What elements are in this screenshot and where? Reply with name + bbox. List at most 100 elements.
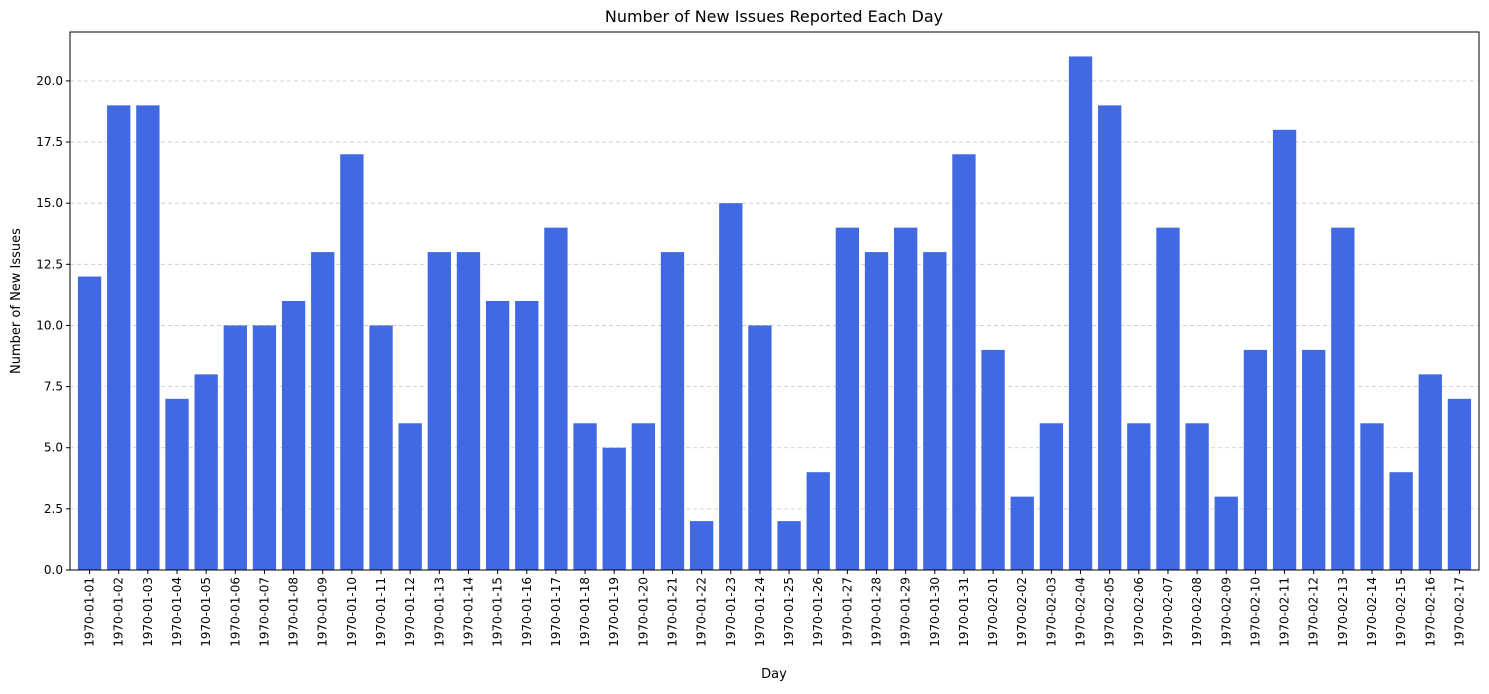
x-tick-label: 1970-01-23	[724, 577, 738, 647]
bar	[544, 227, 568, 571]
bar	[1272, 129, 1297, 570]
bar	[1360, 423, 1384, 570]
bar	[981, 349, 1005, 570]
bar	[1068, 56, 1093, 571]
x-tick-label: 1970-01-29	[899, 577, 913, 647]
y-tick-label: 20.0	[36, 74, 63, 88]
bar	[806, 472, 830, 570]
bar	[631, 423, 656, 570]
x-tick-label: 1970-02-11	[1278, 577, 1292, 647]
bar	[456, 252, 481, 570]
x-tick-label: 1970-02-05	[1103, 577, 1117, 647]
bar	[777, 521, 801, 570]
bar	[515, 301, 539, 570]
bars-layer	[77, 56, 1472, 571]
y-tick-label: 12.5	[36, 257, 63, 271]
bar	[1302, 349, 1326, 570]
bar	[573, 423, 597, 570]
bar	[719, 203, 743, 570]
x-tick-label: 1970-01-20	[636, 577, 650, 647]
bar	[136, 105, 160, 570]
x-tick-label: 1970-01-04	[170, 577, 184, 647]
y-tick-label: 7.5	[44, 380, 63, 394]
x-tick-label: 1970-01-21	[665, 577, 679, 647]
bar	[1214, 496, 1238, 570]
x-tick-label: 1970-02-01	[986, 577, 1000, 647]
y-tick-label: 5.0	[44, 441, 63, 455]
bar	[660, 252, 685, 570]
grid-layer	[70, 80, 1479, 510]
y-axis: 0.0 2.5 5.0 7.5 10.0 12.5 15.0 17.5 20.0	[36, 74, 70, 577]
plot-frame	[69, 31, 1480, 571]
x-tick-label: 1970-01-18	[578, 577, 592, 647]
x-tick-label: 1970-01-09	[316, 577, 330, 647]
bar	[427, 252, 451, 570]
bar	[77, 276, 102, 570]
x-tick-label: 1970-01-16	[520, 577, 534, 647]
x-tick-label: 1970-02-02	[1015, 577, 1029, 647]
y-tick-label: 10.0	[36, 318, 63, 332]
x-tick-label: 1970-01-03	[141, 577, 155, 647]
x-tick-label: 1970-01-30	[928, 577, 942, 647]
bar	[1156, 227, 1180, 571]
y-axis-label: Number of New Issues	[9, 228, 24, 374]
x-tick-label: 1970-01-02	[112, 577, 126, 647]
bar	[1098, 105, 1122, 570]
bar	[602, 447, 626, 570]
x-tick-label: 1970-01-06	[228, 577, 242, 647]
x-axis: 1970-01-01 1970-01-02 1970-01-03 1970-01-04…	[83, 570, 1466, 647]
x-tick-label: 1970-02-07	[1161, 577, 1175, 647]
x-tick-label: 1970-02-03	[1044, 577, 1058, 647]
bar	[748, 325, 772, 570]
x-tick-label: 1970-01-08	[287, 577, 301, 647]
x-tick-label: 1970-02-12	[1307, 577, 1321, 647]
bar	[165, 398, 189, 570]
bar	[1389, 472, 1413, 570]
bar	[952, 154, 976, 571]
bar	[398, 423, 422, 570]
x-tick-label: 1970-02-09	[1219, 577, 1233, 647]
x-tick-label: 1970-01-17	[549, 577, 563, 647]
x-tick-label: 1970-01-25	[782, 577, 796, 647]
bar	[252, 325, 277, 570]
y-tick-label: 0.0	[44, 563, 63, 577]
x-tick-label: 1970-01-11	[374, 577, 388, 647]
bar	[281, 301, 306, 570]
chart-title: Number of New Issues Reported Each Day	[605, 7, 943, 26]
x-tick-label: 1970-02-16	[1423, 577, 1437, 647]
x-axis-label: Day	[761, 667, 787, 682]
bar	[1127, 423, 1151, 570]
x-tick-label: 1970-02-13	[1336, 577, 1350, 647]
x-tick-label: 1970-01-15	[491, 577, 505, 647]
bar	[194, 374, 218, 570]
x-tick-label: 1970-01-22	[695, 577, 709, 647]
x-tick-label: 1970-02-10	[1248, 577, 1262, 647]
bar	[223, 325, 247, 570]
y-tick-label: 15.0	[36, 196, 63, 210]
bar	[835, 227, 860, 571]
bar	[1447, 398, 1472, 570]
x-tick-label: 1970-01-14	[461, 577, 475, 647]
bar	[1243, 349, 1268, 570]
bar	[485, 301, 510, 570]
bar	[1010, 496, 1034, 570]
bar	[340, 154, 364, 571]
bar	[864, 252, 889, 570]
x-tick-label: 1970-01-01	[83, 577, 97, 647]
x-tick-label: 1970-02-15	[1394, 577, 1408, 647]
bar	[1039, 423, 1064, 570]
x-tick-label: 1970-01-05	[199, 577, 213, 647]
x-tick-label: 1970-02-06	[1132, 577, 1146, 647]
x-tick-label: 1970-01-07	[257, 577, 271, 647]
x-tick-label: 1970-02-04	[1074, 577, 1088, 647]
x-tick-label: 1970-02-17	[1452, 577, 1466, 647]
y-tick-label: 17.5	[36, 135, 63, 149]
bar	[1418, 374, 1442, 570]
bar	[893, 227, 918, 571]
x-tick-label: 1970-01-27	[840, 577, 854, 647]
x-tick-label: 1970-02-08	[1190, 577, 1204, 647]
bar	[1185, 423, 1209, 570]
x-tick-label: 1970-01-26	[811, 577, 825, 647]
